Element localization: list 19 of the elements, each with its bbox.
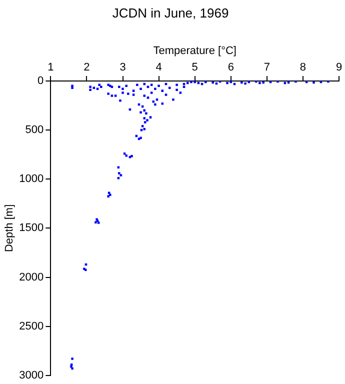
y-axis-title: Depth [m] <box>4 204 16 252</box>
y-tick-label: 2000 <box>19 271 44 284</box>
x-axis-title: Temperature [°C] <box>153 45 236 58</box>
x-tick-label: 9 <box>336 61 342 74</box>
x-tick-label: 2 <box>84 61 90 74</box>
y-tick-label: 1000 <box>19 173 44 186</box>
x-tick-label: 8 <box>300 61 306 74</box>
x-tick-label: 5 <box>192 61 198 74</box>
x-tick-label: 7 <box>264 61 270 74</box>
y-tick-label: 1500 <box>19 222 44 234</box>
x-tick-label: 4 <box>156 61 162 74</box>
x-tick-label: 3 <box>120 61 126 74</box>
chart-title: JCDN in June, 1969 <box>112 5 229 20</box>
y-tick-label: 3000 <box>19 369 44 382</box>
x-tick-label: 1 <box>48 61 54 74</box>
y-tick-label: 2500 <box>19 320 44 332</box>
y-tick-label: 0 <box>38 75 44 88</box>
x-tick-label: 6 <box>228 61 234 74</box>
y-tick-label: 500 <box>25 124 44 136</box>
